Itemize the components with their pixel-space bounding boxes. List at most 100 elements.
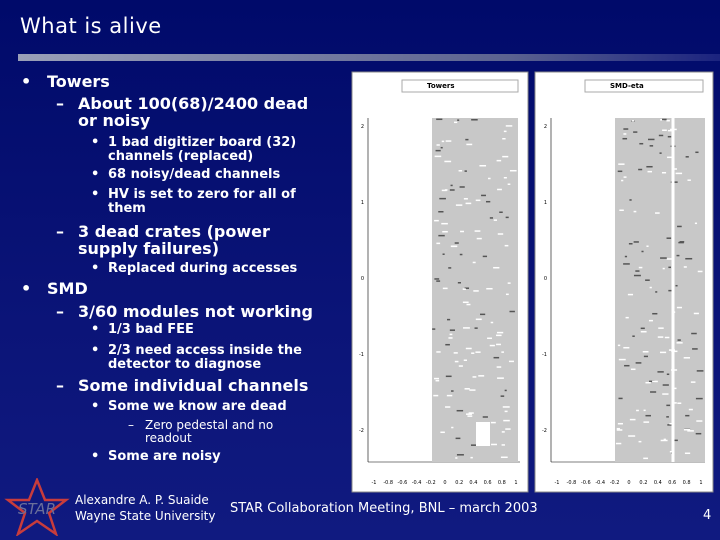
channel [496, 331, 504, 334]
channel [658, 327, 664, 329]
channel [502, 155, 509, 158]
channel [668, 266, 672, 269]
channel [667, 129, 673, 132]
y-tick-label: 1 [544, 200, 547, 206]
channel [439, 197, 446, 200]
channel [497, 233, 504, 235]
channel [505, 293, 509, 296]
y-tick-label: 1 [361, 200, 364, 206]
channel [474, 327, 478, 329]
bullet: 1/3 bad FEE [91, 323, 328, 337]
channel [622, 137, 628, 140]
channel [623, 263, 630, 265]
x-tick-label: 1 [514, 480, 517, 486]
channel [454, 360, 459, 363]
x-tick-label: 1 [699, 480, 702, 486]
channel [499, 211, 503, 213]
channel [468, 412, 474, 414]
channel [504, 244, 509, 247]
channel [474, 230, 481, 232]
channel [685, 257, 693, 260]
meeting: STAR Collaboration Meeting, BNL – march … [230, 501, 538, 516]
channel [662, 384, 669, 386]
channel [667, 156, 672, 159]
channel [454, 121, 458, 124]
channel [666, 119, 670, 122]
channel [444, 189, 448, 191]
channel [440, 146, 443, 149]
channel [507, 183, 511, 185]
channel [501, 431, 505, 433]
channel [497, 377, 504, 379]
title-box [584, 79, 704, 93]
channel [455, 437, 461, 440]
bullet: Some we know are dead [91, 400, 328, 414]
channel [650, 391, 657, 393]
channel [479, 164, 487, 167]
channel [509, 169, 517, 172]
channel [643, 409, 646, 412]
channel [642, 350, 649, 353]
channel [451, 390, 454, 392]
channel [441, 140, 445, 143]
channel [648, 138, 655, 141]
channel [459, 186, 465, 188]
bullet: Replaced during accesses [91, 262, 328, 276]
channel [667, 135, 672, 138]
slide-title: What is alive [20, 14, 162, 38]
x-tick-label: 0 [443, 480, 446, 486]
channel [465, 413, 472, 415]
channel [673, 402, 677, 404]
x-tick-label: 0.6 [668, 480, 676, 486]
channel [459, 253, 463, 256]
x-tick-label: 0.6 [484, 480, 492, 486]
channel [464, 388, 470, 390]
channel [696, 420, 703, 422]
x-tick-label: -1 [372, 480, 377, 486]
channel [471, 119, 478, 121]
channel [433, 394, 439, 397]
channel [674, 387, 677, 390]
channel [486, 287, 493, 290]
channel [630, 368, 636, 371]
channel [616, 429, 623, 431]
channel [695, 151, 699, 154]
channel [631, 120, 635, 122]
channel [455, 204, 463, 206]
hit-map [615, 118, 705, 462]
channel [504, 389, 507, 392]
x-tick-label: 0.8 [498, 480, 506, 486]
channel [445, 375, 452, 378]
channel [434, 278, 440, 280]
channel [501, 351, 504, 353]
channel [618, 397, 623, 400]
channel [646, 165, 653, 168]
channel [434, 377, 440, 380]
channel [658, 134, 664, 137]
channel [623, 346, 630, 349]
logo-text: STAR [18, 500, 56, 518]
channel [643, 457, 648, 460]
y-tick-label: 0 [544, 276, 547, 282]
channel [478, 375, 485, 377]
channel [691, 332, 697, 335]
channel [470, 444, 478, 446]
channel [619, 209, 624, 212]
channel [509, 310, 515, 313]
x-tick-label: -0.6 [398, 480, 408, 486]
hit-map [432, 118, 518, 462]
channel [434, 155, 442, 158]
channel [655, 291, 658, 293]
bullet: Some individual channels [56, 377, 318, 395]
channel [628, 243, 633, 245]
channel [435, 149, 441, 152]
channel [435, 379, 440, 382]
channel [672, 439, 678, 442]
channel [456, 454, 464, 456]
channel [676, 254, 680, 257]
channel [677, 339, 681, 341]
channel [436, 351, 441, 353]
channel [652, 312, 658, 315]
x-tick-label: 0.8 [683, 480, 691, 486]
x-tick-label: -0.4 [412, 480, 422, 486]
